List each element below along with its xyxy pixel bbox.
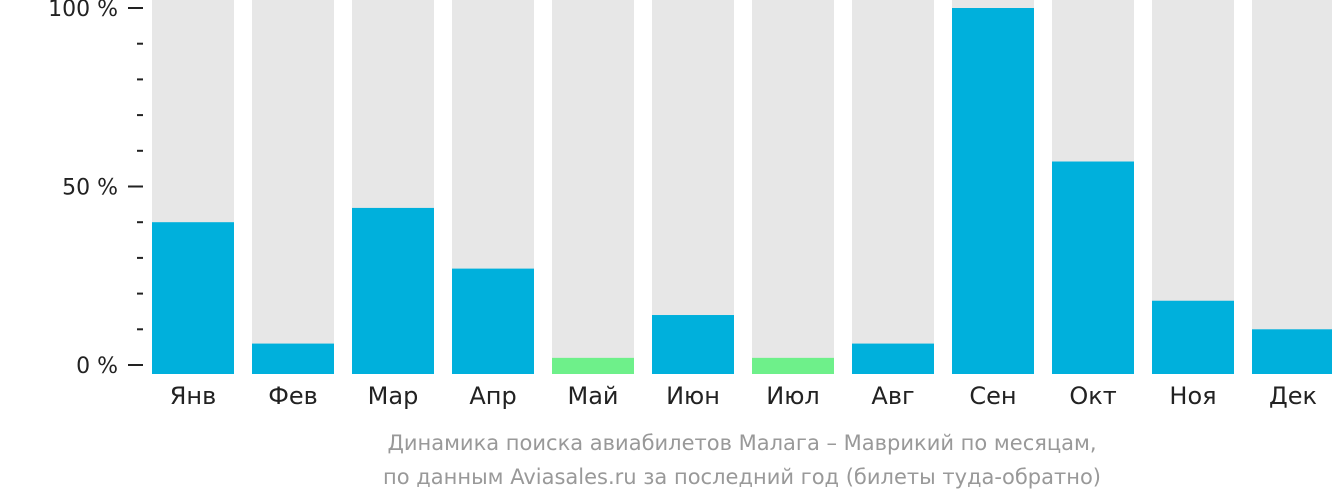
bar-11 — [1252, 329, 1332, 374]
x-tick-label: Сен — [969, 382, 1016, 410]
bar-9 — [1052, 161, 1134, 374]
y-tick-label: 50 % — [62, 176, 118, 201]
bar-track — [552, 0, 634, 374]
bar-track — [852, 0, 934, 374]
bars — [152, 0, 1332, 374]
y-axis: 100 % 50 % 0 % — [48, 0, 143, 379]
bar-6 — [752, 357, 834, 374]
caption-line-2: по данным Aviasales.ru за последний год … — [383, 465, 1101, 489]
caption-line-1: Динамика поиска авиабилетов Малага – Мав… — [387, 431, 1097, 455]
x-axis-labels: Янв Фев Мар Апр Май Июн Июл Авг Сен Окт Ноя Дек — [170, 382, 1317, 410]
x-tick-label: Окт — [1069, 382, 1116, 410]
x-tick-label: Июн — [666, 382, 720, 410]
chart-caption: Динамика поиска авиабилетов Малага – Мав… — [0, 426, 1332, 494]
bar-track — [1252, 0, 1332, 374]
bar-2 — [352, 207, 434, 374]
bar-10 — [1152, 300, 1234, 374]
bar-1 — [252, 343, 334, 374]
x-tick-label: Фев — [268, 382, 318, 410]
bar-chart: 100 % 50 % 0 % Янв Фев Мар Апр Май Июн Июл Авг Сен… — [48, 0, 1332, 410]
x-tick-label: Янв — [170, 382, 217, 410]
bar-5 — [652, 315, 734, 374]
bar-3 — [452, 268, 534, 374]
bar-8 — [952, 8, 1034, 374]
x-tick-label: Ноя — [1169, 382, 1216, 410]
x-tick-label: Июл — [766, 382, 820, 410]
y-tick-label: 100 % — [48, 0, 118, 22]
x-tick-label: Мар — [368, 382, 419, 410]
bar-7 — [852, 343, 934, 374]
y-tick-label: 0 % — [76, 354, 118, 379]
x-tick-label: Апр — [469, 382, 516, 410]
x-tick-label: Авг — [871, 382, 914, 410]
bar-track — [752, 0, 834, 374]
x-tick-label: Дек — [1269, 382, 1317, 410]
bar-track — [652, 0, 734, 374]
bar-4 — [552, 357, 634, 374]
bar-track — [252, 0, 334, 374]
x-tick-label: Май — [567, 382, 618, 410]
bar-0 — [152, 222, 234, 374]
